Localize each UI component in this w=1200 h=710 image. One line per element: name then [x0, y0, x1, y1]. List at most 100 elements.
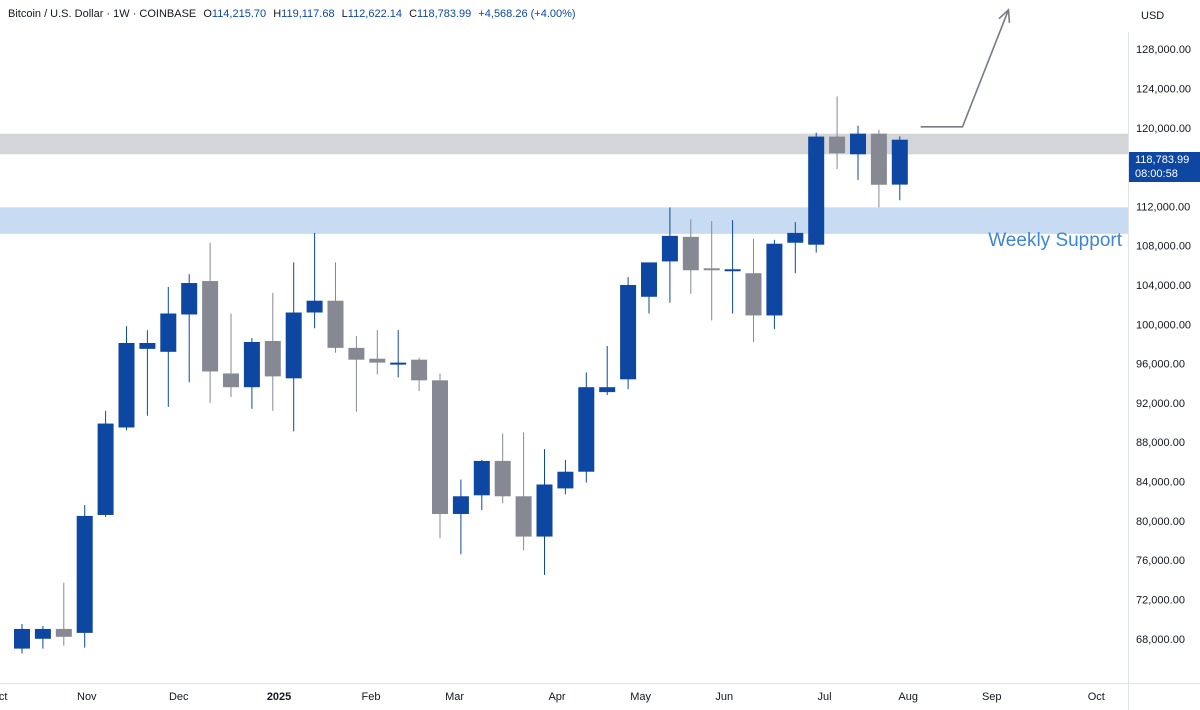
candle[interactable] — [327, 262, 344, 353]
candle-body — [348, 347, 365, 360]
time-axis[interactable] — [0, 683, 1200, 710]
candle[interactable] — [306, 232, 323, 329]
candle[interactable] — [34, 626, 51, 649]
time-tick-label: Oct — [1088, 691, 1105, 703]
candle[interactable] — [285, 262, 302, 432]
candle-body — [724, 269, 741, 272]
low-label: L — [341, 8, 348, 20]
candle[interactable] — [870, 129, 887, 208]
candle[interactable] — [452, 479, 469, 555]
candle-body — [745, 273, 762, 316]
projection-line[interactable] — [920, 9, 1010, 128]
candle[interactable] — [891, 136, 908, 201]
price-tick-label: 80,000.00 — [1136, 516, 1185, 528]
candle[interactable] — [473, 459, 490, 511]
candle[interactable] — [76, 505, 93, 648]
open-label: O — [203, 8, 212, 20]
time-tick-label: Jul — [818, 691, 832, 703]
last-price-value: 118,783.99 — [1135, 154, 1190, 166]
price-axis[interactable] — [1128, 0, 1200, 710]
time-tick-label: 2025 — [267, 691, 291, 703]
candle-body — [97, 423, 114, 515]
candle[interactable] — [808, 132, 825, 253]
candle-body — [369, 358, 386, 363]
high-value: 119,117.68 — [281, 8, 335, 20]
candle[interactable] — [703, 221, 720, 321]
candle-body — [243, 341, 260, 388]
candle-body — [850, 133, 866, 155]
candle[interactable] — [14, 624, 30, 654]
time-tick-label: ct — [0, 691, 7, 703]
price-tick-label: 68,000.00 — [1136, 634, 1185, 646]
candle[interactable] — [432, 373, 448, 539]
candle[interactable] — [369, 330, 386, 375]
price-tick-label: 128,000.00 — [1136, 44, 1191, 56]
candle[interactable] — [641, 262, 657, 314]
bar-countdown: 08:00:58 — [1135, 168, 1178, 180]
candle[interactable] — [745, 238, 762, 342]
candle-body — [76, 515, 93, 633]
price-tick-label: 104,000.00 — [1136, 280, 1191, 292]
candle[interactable] — [264, 292, 281, 411]
candle-body — [536, 484, 553, 537]
resistance-zone[interactable] — [0, 133, 1128, 155]
candle[interactable] — [494, 433, 511, 504]
support-zone[interactable] — [0, 207, 1128, 234]
candle[interactable] — [348, 336, 365, 412]
time-tick-label: Aug — [898, 691, 918, 703]
candle-body — [641, 262, 657, 297]
open-value: 114,215.70 — [211, 8, 267, 20]
close-label: C — [409, 8, 418, 20]
candle[interactable] — [724, 220, 741, 314]
candle[interactable] — [181, 274, 198, 383]
candle[interactable] — [97, 410, 114, 517]
candle[interactable] — [202, 242, 219, 403]
candle[interactable] — [536, 449, 553, 575]
candle[interactable] — [55, 582, 72, 646]
currency-selector[interactable]: USD — [1128, 0, 1200, 32]
symbol-legend: Bitcoin / U.S. Dollar · 1W · COINBASE O1… — [8, 8, 580, 20]
time-tick-label: Mar — [445, 691, 464, 703]
weekly-support-label: Weekly Support — [988, 230, 1122, 251]
candle[interactable] — [682, 219, 699, 294]
projection-arrowhead — [998, 8, 1011, 23]
candle-body — [223, 373, 239, 388]
candle[interactable] — [829, 96, 846, 170]
time-tick-label: Dec — [169, 691, 189, 703]
candle[interactable] — [557, 459, 574, 495]
candle-body — [870, 133, 887, 185]
candle-body — [202, 281, 219, 372]
price-tick-label: 72,000.00 — [1136, 594, 1185, 606]
close-value: 118,783.99 — [417, 8, 472, 20]
candle[interactable] — [787, 222, 804, 274]
candle[interactable] — [223, 313, 239, 398]
last-price-tag: 118,783.99 08:00:58 — [1129, 152, 1200, 182]
candle-body — [181, 283, 198, 315]
candle[interactable] — [599, 345, 616, 396]
candle[interactable] — [661, 207, 678, 303]
candle[interactable] — [850, 125, 866, 180]
candle[interactable] — [620, 277, 637, 390]
candle-body — [432, 380, 448, 514]
price-tick-label: 124,000.00 — [1136, 83, 1191, 95]
candle-body — [118, 342, 135, 428]
candle[interactable] — [139, 330, 156, 416]
candle-body — [494, 460, 511, 497]
candle[interactable] — [411, 357, 428, 392]
zones-layer — [0, 133, 1128, 234]
price-tick-label: 112,000.00 — [1136, 201, 1190, 213]
candle-body — [578, 387, 595, 472]
candle-body — [327, 300, 344, 348]
candles-layer — [14, 96, 908, 654]
candle[interactable] — [515, 432, 532, 551]
candle[interactable] — [766, 239, 783, 330]
candle[interactable] — [160, 286, 177, 407]
candle-body — [766, 243, 783, 316]
candle[interactable] — [243, 338, 260, 409]
candle[interactable] — [390, 330, 407, 378]
candle[interactable] — [118, 326, 135, 431]
candle[interactable] — [578, 372, 595, 483]
time-tick-label: Sep — [982, 691, 1002, 703]
candle-body — [515, 496, 532, 537]
